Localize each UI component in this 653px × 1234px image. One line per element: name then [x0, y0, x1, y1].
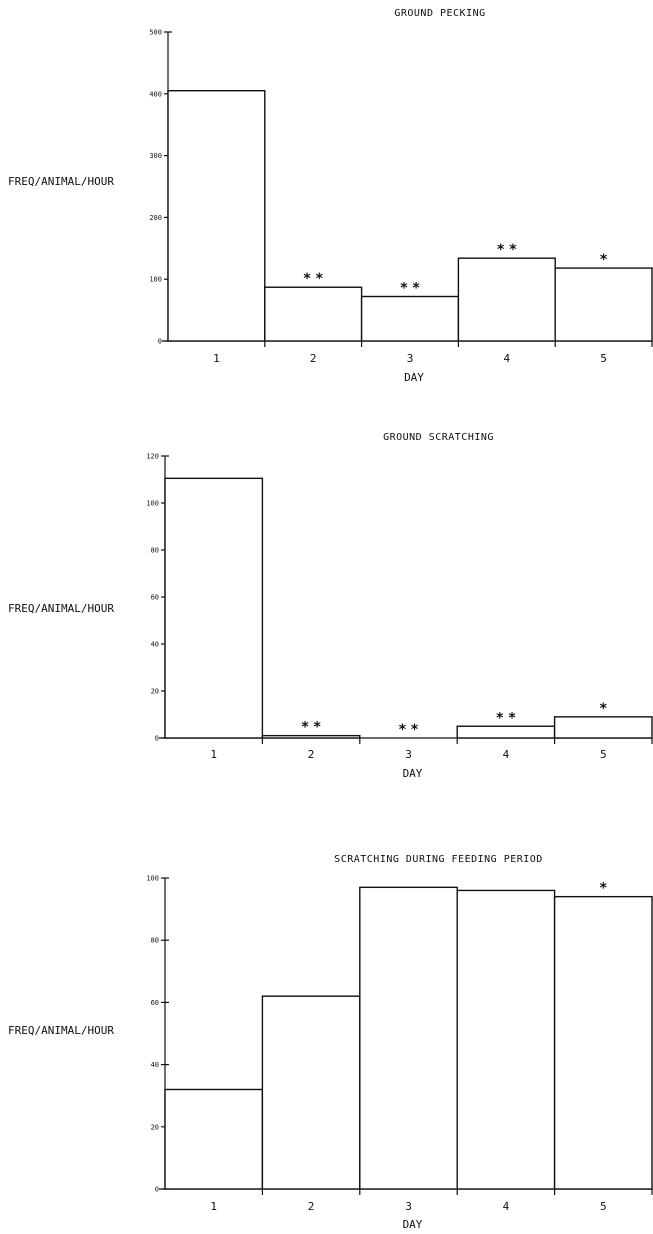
- x-axis-label: DAY: [404, 371, 424, 384]
- x-tick-label: 1: [210, 1200, 217, 1213]
- y-tick-label: 500: [149, 29, 162, 37]
- x-tick-label: 5: [600, 352, 607, 365]
- x-tick-label: 5: [600, 748, 607, 761]
- bar-day-1: [164, 477, 264, 739]
- bar-day-5: [553, 895, 653, 1190]
- bar-day-1: [164, 1088, 264, 1190]
- significance-marker: * *: [497, 242, 517, 258]
- y-tick-label: 80: [151, 547, 159, 555]
- y-tick-label: 60: [151, 999, 159, 1007]
- x-tick-label: 2: [308, 1200, 315, 1213]
- chart-title: GROUND SCRATCHING: [383, 432, 494, 443]
- y-tick-label: 60: [151, 594, 159, 602]
- y-tick-label: 80: [151, 937, 159, 945]
- significance-marker: * *: [301, 720, 321, 736]
- y-tick-label: 100: [146, 500, 159, 508]
- y-axis-label: FREQ/ANIMAL/HOUR: [8, 602, 114, 615]
- x-tick-label: 4: [503, 352, 510, 365]
- x-tick-label: 5: [600, 1200, 607, 1213]
- significance-marker: * *: [496, 710, 516, 726]
- y-tick-label: 0: [155, 1186, 159, 1194]
- bar-day-4: [457, 257, 556, 342]
- x-tick-label: 3: [405, 1200, 412, 1213]
- significance-marker: * *: [399, 722, 419, 738]
- bar-day-3: [359, 886, 458, 1190]
- x-tick-label: 4: [503, 1200, 510, 1213]
- chart-title: SCRATCHING DURING FEEDING PERIOD: [334, 854, 543, 865]
- significance-marker: *: [600, 701, 608, 717]
- significance-marker: * *: [303, 271, 323, 287]
- y-tick-label: 40: [151, 1061, 159, 1069]
- y-tick-label: 20: [151, 1123, 159, 1131]
- x-tick-label: 3: [407, 352, 414, 365]
- x-tick-label: 1: [210, 748, 217, 761]
- x-tick-label: 3: [405, 748, 412, 761]
- y-tick-label: 0: [155, 735, 159, 743]
- bar-day-2: [264, 286, 363, 342]
- x-axis-label: DAY: [403, 1218, 423, 1231]
- y-tick-label: 0: [158, 338, 162, 346]
- y-tick-label: 400: [149, 90, 162, 98]
- x-axis-label: DAY: [403, 767, 423, 780]
- chart-panel-2: GROUND SCRATCHING FREQ/ANIMAL/HOUR 0 20 40 60…: [8, 432, 653, 780]
- bar-day-2: [261, 995, 361, 1190]
- bar-day-5: [554, 267, 653, 342]
- y-tick-label: 120: [146, 453, 159, 461]
- chart-panel-1: GROUND PECKING FREQ/ANIMAL/HOUR 0 100 200 300…: [8, 8, 653, 384]
- bar-day-4: [456, 725, 556, 739]
- y-tick-label: 100: [149, 276, 162, 284]
- y-axis-label: FREQ/ANIMAL/HOUR: [8, 175, 114, 188]
- y-axis-label: FREQ/ANIMAL/HOUR: [8, 1024, 114, 1037]
- chart-title: GROUND PECKING: [394, 8, 485, 19]
- chart-panel-3: SCRATCHING DURING FEEDING PERIOD FREQ/ANI…: [8, 854, 653, 1231]
- y-tick-label: 300: [149, 152, 162, 160]
- y-tick-label: 40: [151, 641, 159, 649]
- bar-day-3: [360, 295, 460, 342]
- bar-day-2: [261, 734, 361, 739]
- x-tick-label: 2: [308, 748, 315, 761]
- x-tick-label: 2: [310, 352, 317, 365]
- y-tick-label: 20: [151, 688, 159, 696]
- y-tick-label: 200: [149, 214, 162, 222]
- significance-marker: * *: [400, 281, 420, 297]
- bar-day-4: [456, 889, 556, 1190]
- x-tick-label: 4: [503, 748, 510, 761]
- significance-marker: *: [600, 881, 608, 897]
- bar-day-5: [553, 716, 653, 739]
- y-tick-label: 100: [146, 875, 159, 883]
- significance-marker: *: [600, 252, 608, 268]
- x-tick-label: 1: [213, 352, 220, 365]
- bar-day-1: [167, 90, 266, 342]
